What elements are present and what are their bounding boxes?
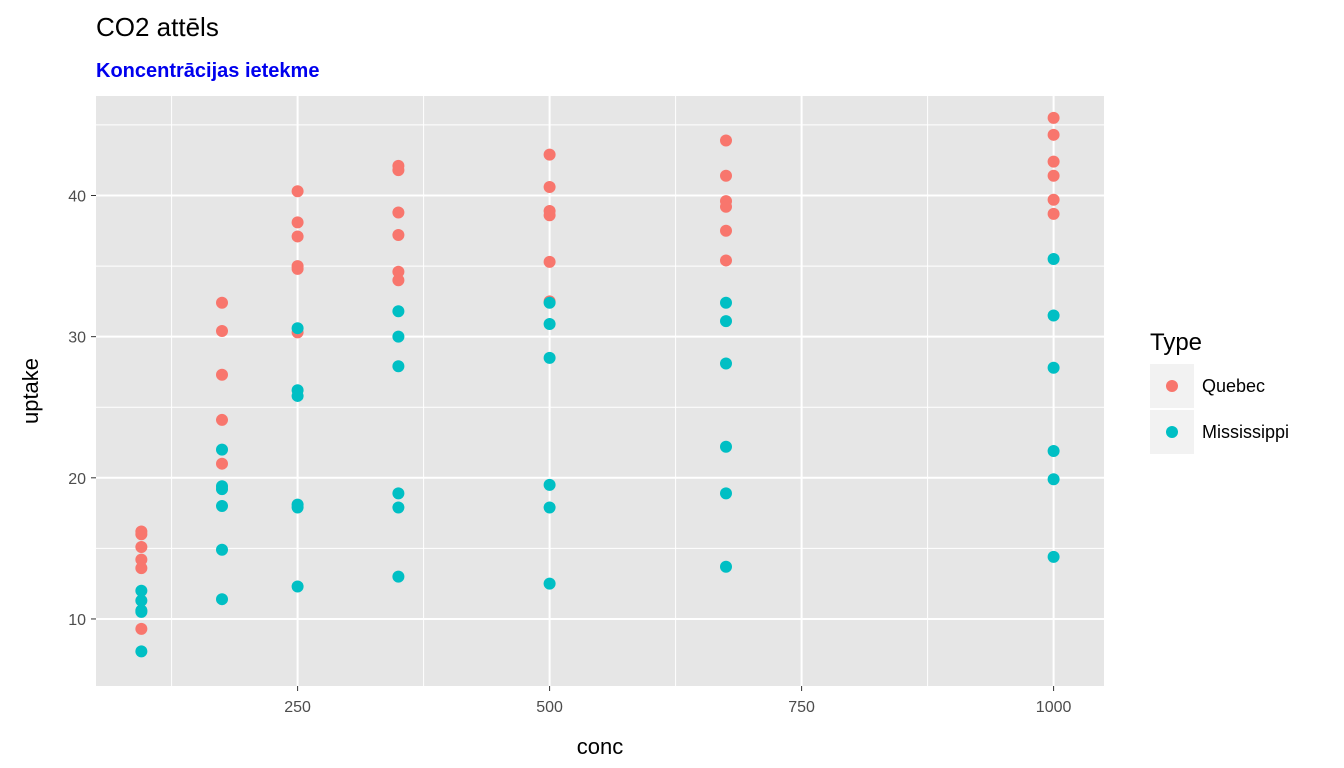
plot-panel (96, 96, 1104, 686)
point-quebec (1047, 155, 1060, 168)
point-quebec (291, 185, 304, 198)
point-quebec (291, 230, 304, 243)
legend-marker-mississippi (1166, 426, 1178, 438)
point-mississippi (392, 330, 405, 343)
point-mississippi (720, 315, 732, 328)
point-mississippi (135, 594, 148, 607)
point-mississippi (216, 543, 228, 556)
chart-title: CO2 attēls (96, 12, 219, 42)
point-mississippi (291, 322, 304, 335)
point-mississippi (543, 501, 556, 514)
point-quebec (216, 296, 228, 309)
point-quebec (720, 200, 732, 213)
point-quebec (1047, 207, 1060, 220)
point-quebec (720, 169, 732, 182)
point-quebec (720, 224, 732, 237)
y-tick-label: 40 (68, 189, 86, 206)
point-quebec (543, 209, 556, 222)
x-tick-label: 1000 (1036, 699, 1072, 716)
point-mississippi (216, 483, 228, 496)
point-quebec (216, 457, 228, 470)
y-tick-label: 30 (68, 330, 86, 347)
point-mississippi (392, 487, 405, 500)
point-quebec (720, 134, 732, 147)
legend-marker-quebec (1166, 380, 1178, 392)
point-quebec (1047, 128, 1060, 141)
point-mississippi (1047, 550, 1060, 563)
x-tick-label: 500 (536, 699, 563, 716)
x-axis-title: conc (577, 734, 623, 759)
point-mississippi (135, 605, 148, 618)
point-quebec (291, 216, 304, 229)
point-mississippi (543, 351, 556, 364)
point-quebec (392, 274, 405, 287)
point-mississippi (216, 443, 228, 456)
point-quebec (392, 229, 405, 242)
point-quebec (135, 525, 148, 538)
point-mississippi (216, 593, 228, 606)
point-quebec (720, 254, 732, 267)
point-mississippi (1047, 309, 1060, 322)
point-mississippi (1047, 444, 1060, 457)
x-tick-label: 750 (788, 699, 815, 716)
point-mississippi (291, 580, 304, 593)
point-mississippi (392, 305, 405, 318)
point-quebec (135, 562, 148, 575)
point-mississippi (543, 317, 556, 330)
point-quebec (291, 262, 304, 275)
point-quebec (543, 148, 556, 161)
minor-gridlines (96, 96, 1104, 686)
point-mississippi (392, 501, 405, 514)
point-quebec (1047, 193, 1060, 206)
x-tick-label: 250 (284, 699, 311, 716)
point-mississippi (392, 360, 405, 373)
point-mississippi (720, 487, 732, 500)
y-tick-label: 20 (68, 471, 86, 488)
point-mississippi (720, 357, 732, 370)
point-quebec (135, 622, 148, 635)
legend: Type Quebec Mississippi (1150, 329, 1289, 454)
point-mississippi (291, 389, 304, 402)
point-mississippi (135, 645, 148, 658)
point-quebec (135, 553, 148, 566)
x-axis-ticks: 250 500 750 1000 (284, 686, 1071, 716)
point-quebec (392, 164, 405, 177)
point-quebec (392, 265, 405, 278)
legend-label-mississippi: Mississippi (1202, 422, 1289, 442)
point-quebec (1047, 111, 1060, 124)
point-mississippi (1047, 473, 1060, 486)
point-quebec (135, 540, 148, 553)
point-mississippi (392, 570, 405, 583)
point-quebec (216, 368, 228, 381)
data-points (135, 111, 1060, 658)
point-mississippi (720, 440, 732, 453)
point-mississippi (543, 478, 556, 491)
chart-subtitle: Koncentrācijas ietekme (96, 60, 319, 82)
point-mississippi (216, 500, 228, 513)
point-quebec (216, 325, 228, 338)
point-mississippi (1047, 361, 1060, 374)
point-mississippi (543, 577, 556, 590)
point-quebec (216, 413, 228, 426)
legend-title: Type (1150, 329, 1202, 356)
point-mississippi (135, 584, 148, 597)
point-mississippi (543, 296, 556, 309)
point-mississippi (1047, 253, 1060, 266)
point-quebec (543, 255, 556, 268)
point-quebec (543, 181, 556, 194)
y-axis-ticks: 10 20 30 40 (68, 189, 96, 629)
point-mississippi (720, 296, 732, 309)
y-tick-label: 10 (68, 612, 86, 629)
point-quebec (392, 206, 405, 219)
point-mississippi (291, 501, 304, 514)
legend-label-quebec: Quebec (1202, 376, 1265, 396)
point-mississippi (720, 560, 732, 573)
y-axis-title: uptake (18, 358, 43, 424)
point-quebec (1047, 169, 1060, 182)
